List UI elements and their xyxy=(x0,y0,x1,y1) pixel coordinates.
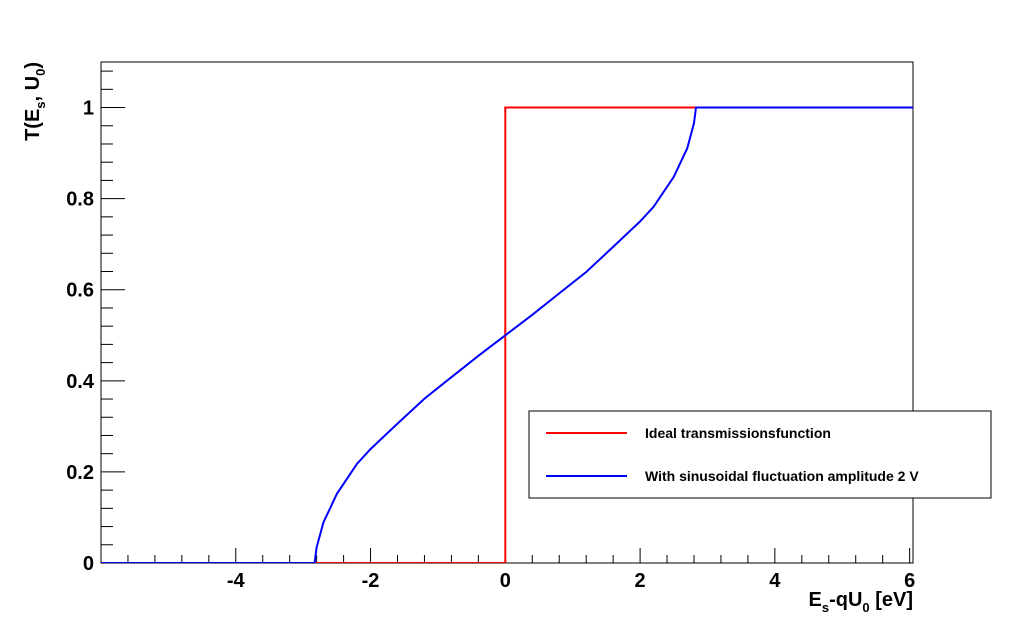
plot-frame xyxy=(100,61,914,564)
x-tick-label: 0 xyxy=(500,570,511,592)
x-tick-label: -2 xyxy=(362,570,380,592)
x-tick-label: 6 xyxy=(904,570,915,592)
y-tick-label: 1 xyxy=(83,98,94,120)
tick-labels: -4 -2 0 2 4 6 0 0.2 0.4 0.6 0.8 1 xyxy=(66,98,915,592)
legend-label-ideal: Ideal transmissionsfunction xyxy=(645,425,831,441)
y-tick-label: 0.2 xyxy=(66,462,94,484)
x-tick-label: 4 xyxy=(769,570,781,592)
legend-label-fluctuation: With sinusoidal fluctuation amplitude 2 … xyxy=(645,468,919,484)
y-axis-title: T(Es, U0) xyxy=(22,62,48,141)
x-tick-label: -4 xyxy=(227,570,246,592)
y-tick-label: 0.8 xyxy=(66,189,94,211)
axis-ticks xyxy=(100,70,911,564)
y-tick-label: 0 xyxy=(83,553,94,575)
series-layer xyxy=(101,106,913,563)
x-tick-label: 2 xyxy=(635,570,646,592)
legend: Ideal transmissionsfunction With sinusoi… xyxy=(528,410,992,499)
y-tick-label: 0.6 xyxy=(66,280,94,302)
y-tick-label: 0.4 xyxy=(66,371,95,393)
x-axis-title: Es-qU0 [eV] xyxy=(809,589,913,615)
series-line-fluctuation xyxy=(101,106,913,563)
legend-box xyxy=(528,410,992,499)
